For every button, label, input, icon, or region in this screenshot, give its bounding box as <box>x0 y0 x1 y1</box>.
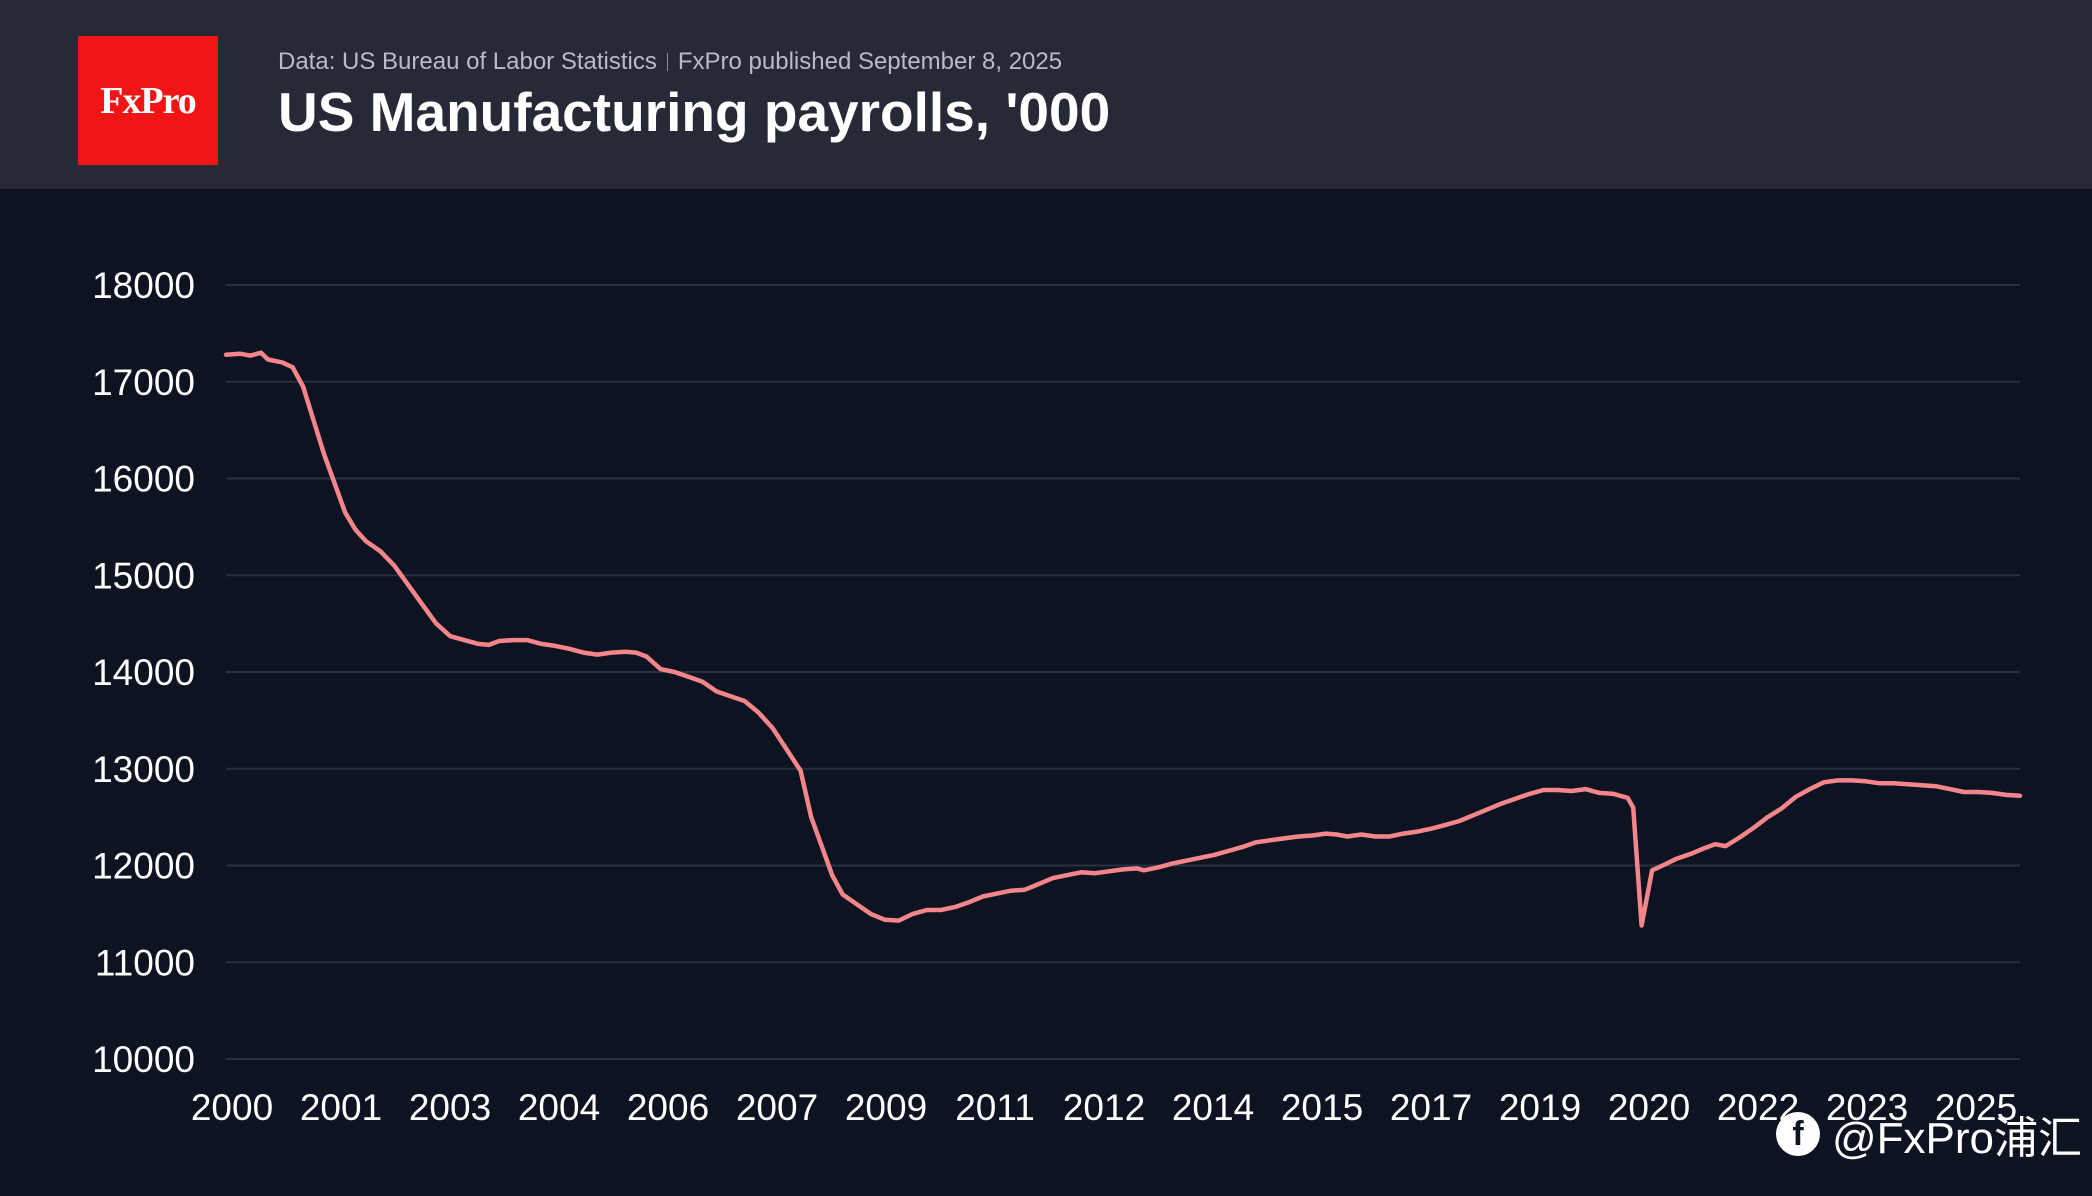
x-tick-label: 2004 <box>518 1087 600 1128</box>
x-tick-label: 2007 <box>736 1087 818 1128</box>
chart-subtitle: Data: US Bureau of Labor Statistics FxPro… <box>278 48 1062 76</box>
x-tick-label: 2020 <box>1608 1087 1690 1128</box>
x-tick-label: 2009 <box>845 1087 927 1128</box>
y-tick-label: 17000 <box>92 362 195 403</box>
logo-text: FxPro <box>100 79 197 122</box>
subtitle-divider <box>666 53 668 71</box>
x-tick-label: 2000 <box>191 1087 273 1128</box>
y-axis-ticks: 10000 11000 12000 13000 14000 15000 16000 17000… <box>92 265 195 1080</box>
y-tick-label: 11000 <box>95 942 195 983</box>
y-tick-label: 10000 <box>92 1039 195 1080</box>
grid-lines <box>226 284 2020 1060</box>
x-tick-label: 2015 <box>1281 1087 1363 1128</box>
x-tick-label: 2025 <box>1935 1087 2017 1128</box>
y-tick-label: 15000 <box>92 555 195 596</box>
header-bar: FxPro Data: US Bureau of Labor Statistic… <box>0 0 2092 189</box>
x-tick-label: 2001 <box>300 1087 382 1128</box>
watermark-text: @FxPro浦汇 <box>1832 1114 2083 1163</box>
y-tick-label: 12000 <box>92 846 195 887</box>
y-tick-label: 18000 <box>92 265 195 306</box>
x-tick-label: 2011 <box>955 1087 1035 1128</box>
x-tick-label: 2012 <box>1063 1087 1145 1128</box>
x-axis-ticks: 2000 2001 2003 2004 2006 2007 2009 2011 2012 2014… <box>191 1087 2017 1128</box>
data-source: Data: US Bureau of Labor Statistics <box>278 48 657 75</box>
fxpro-logo: FxPro <box>78 36 218 165</box>
x-tick-label: 2003 <box>409 1087 491 1128</box>
x-tick-label: 2023 <box>1826 1087 1908 1128</box>
manufacturing-payrolls-line <box>223 350 2023 928</box>
watermark: f @FxPro浦汇 <box>1776 1102 2082 1166</box>
line-chart: 10000 11000 12000 13000 14000 15000 16000 17000… <box>92 265 2023 1128</box>
y-tick-label: 13000 <box>92 749 195 790</box>
publish-info: FxPro published September 8, 2025 <box>677 48 1063 75</box>
y-tick-label: 14000 <box>92 652 195 693</box>
x-tick-label: 2006 <box>627 1087 709 1128</box>
y-tick-label: 16000 <box>92 459 195 500</box>
chart-title: US Manufacturing payrolls, '000 <box>278 81 1111 143</box>
facebook-icon: f <box>1776 1112 1820 1156</box>
x-tick-label: 2014 <box>1172 1087 1254 1128</box>
x-tick-label: 2019 <box>1499 1087 1581 1128</box>
x-tick-label: 2017 <box>1390 1087 1472 1128</box>
